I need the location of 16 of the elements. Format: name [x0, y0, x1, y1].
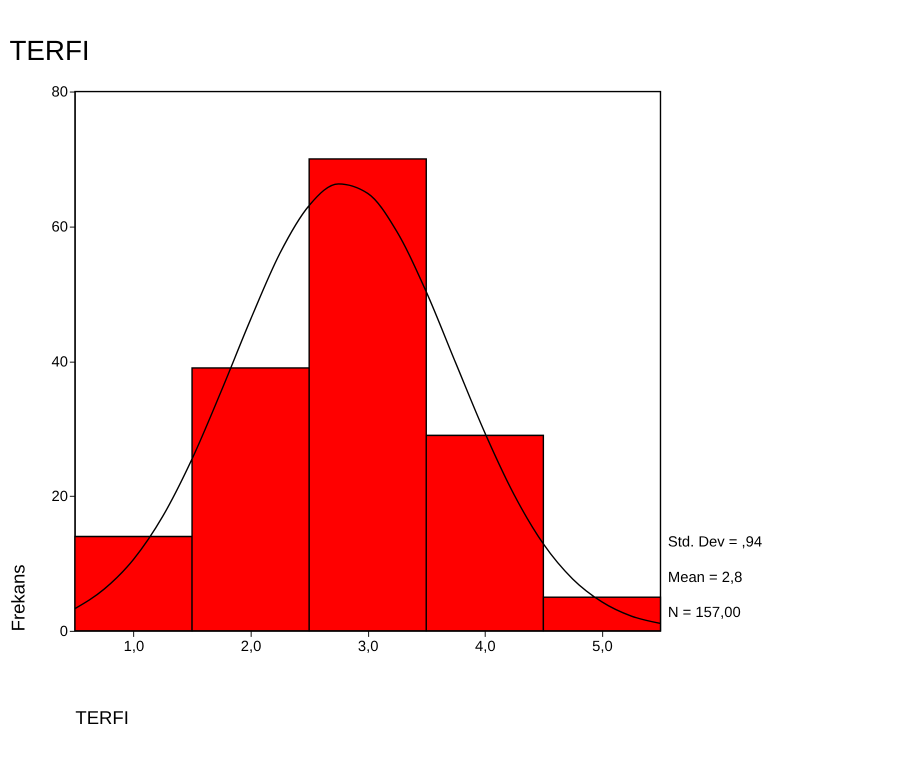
- chart-title: TERFI: [9, 35, 90, 66]
- x-tick-label: 3,0: [358, 638, 378, 655]
- x-tick-label: 2,0: [240, 638, 262, 655]
- y-tick-label: 40: [52, 354, 68, 370]
- x-axis-title: TERFI: [75, 706, 129, 728]
- y-tick-label: 20: [52, 489, 68, 506]
- text: Mean = 2,8: [668, 570, 742, 586]
- x-tick-label: 5,0: [592, 638, 613, 655]
- y-tick-label: 60: [52, 219, 68, 236]
- text: N = 157,00: [668, 605, 741, 621]
- x-tick-label: 1,0: [124, 638, 144, 655]
- x-tick-label: 4,0: [474, 638, 496, 655]
- y-axis-title: Frekans: [8, 564, 29, 632]
- y-tick-label: 0: [60, 624, 68, 640]
- text: Std. Dev = ,94: [668, 534, 762, 551]
- y-tick-label: 80: [52, 84, 68, 101]
